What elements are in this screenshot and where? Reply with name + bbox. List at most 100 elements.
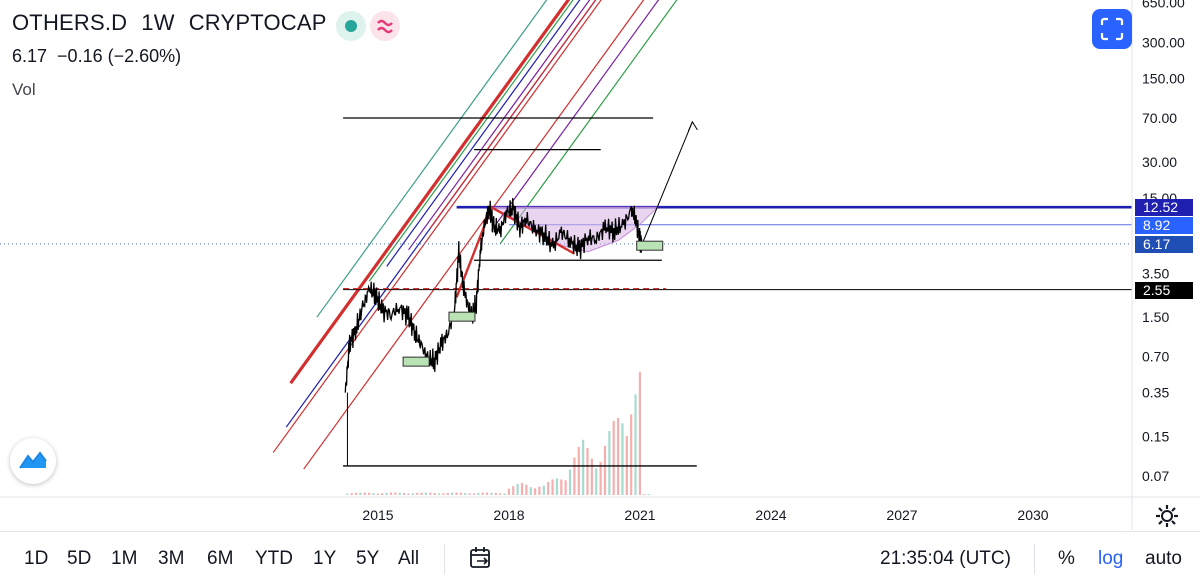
buy-zone-box — [636, 240, 664, 251]
volume-bar — [485, 492, 489, 495]
x-tick-label: 2018 — [493, 507, 524, 523]
price-tag: 6.17 — [1135, 235, 1193, 253]
quote-line: 6.17 −0.16 (−2.60%) — [12, 46, 191, 67]
volume-bar — [555, 478, 559, 495]
x-tick-label: 2030 — [1017, 507, 1048, 523]
volume-bar — [547, 482, 550, 495]
volume-bar — [603, 445, 607, 495]
tradingview-logo-icon — [19, 451, 47, 469]
volume-bar — [582, 439, 585, 495]
last-price: 6.17 — [12, 46, 48, 66]
y-tick-label: 0.15 — [1142, 429, 1169, 445]
volume-bar — [564, 480, 567, 495]
price-tag: 2.55 — [1135, 281, 1193, 299]
buy-zone-box — [448, 311, 476, 322]
range-1d[interactable]: 1D — [24, 548, 49, 569]
volume-bar — [346, 493, 349, 495]
price-series-line — [344, 198, 643, 393]
y-tick-label: 650.00 — [1142, 0, 1185, 11]
projection-arrow — [641, 121, 693, 245]
volume-bar — [647, 494, 650, 495]
auto-toggle[interactable]: auto — [1145, 548, 1182, 569]
volume-bar — [376, 493, 379, 495]
x-tick-label: 2024 — [755, 507, 786, 523]
volume-bar — [398, 492, 401, 495]
volume-bar — [520, 482, 524, 495]
volume-bar — [416, 492, 419, 495]
volume-bar — [499, 493, 502, 495]
volume-bar — [538, 486, 541, 495]
volume-bar — [512, 486, 515, 495]
volume-bar — [630, 414, 633, 495]
market-status-badge[interactable] — [336, 11, 366, 41]
volume-bar — [403, 493, 406, 495]
range-6m[interactable]: 6M — [207, 548, 234, 569]
log-toggle[interactable]: log — [1098, 548, 1124, 569]
plot-area — [0, 0, 1132, 495]
price-tag: 8.92 — [1135, 216, 1193, 234]
clock-readout[interactable]: 21:35:04 (UTC) — [880, 548, 1011, 569]
volume-bar — [372, 493, 375, 495]
bottom-toolbar: 1D 5D 1M 3M 6M YTD 1Y 5Y All 21:35:04 (U… — [0, 531, 1200, 585]
y-tick-label: 0.70 — [1142, 349, 1169, 365]
volume-bar — [638, 371, 641, 495]
toolbar-divider-2 — [1034, 544, 1035, 574]
toolbar-divider — [444, 544, 445, 574]
y-tick-label: 0.35 — [1142, 385, 1169, 401]
volume-bar — [464, 492, 467, 495]
channel-line-teal — [316, 0, 548, 318]
volume-bar — [551, 479, 554, 495]
range-3m[interactable]: 3M — [158, 548, 185, 569]
range-1m[interactable]: 1M — [111, 548, 138, 569]
volume-bar — [363, 492, 366, 495]
y-tick-label: 30.00 — [1142, 154, 1177, 170]
volume-bar — [643, 494, 646, 495]
range-1y[interactable]: 1Y — [313, 548, 337, 569]
volume-bar — [595, 468, 598, 495]
y-tick-label: 1.50 — [1142, 309, 1169, 325]
range-all[interactable]: All — [398, 548, 420, 569]
volume-bar — [542, 485, 545, 495]
channel-line-purple — [408, 0, 591, 251]
fullscreen-icon — [1100, 17, 1124, 41]
volume-bar — [490, 492, 493, 495]
volume-bar — [560, 479, 563, 495]
symbol-title[interactable]: OTHERS.D 1W CRYPTOCAP — [12, 10, 341, 36]
projection-arrowhead — [687, 120, 698, 132]
volume-bar — [621, 423, 624, 495]
green-dot-icon — [345, 20, 357, 32]
volume-bar — [424, 492, 428, 495]
volume-bar — [472, 493, 476, 495]
range-5d[interactable]: 5D — [67, 548, 92, 569]
gear-icon[interactable] — [1154, 503, 1180, 529]
channel-line-green-2 — [499, 0, 678, 244]
volume-bar — [634, 394, 637, 495]
volume-bar — [389, 492, 393, 495]
price-tag: 12.52 — [1135, 199, 1193, 217]
volume-bar — [354, 492, 358, 495]
tradingview-logo[interactable] — [10, 438, 56, 484]
volume-bar — [359, 492, 362, 495]
x-tick-label: 2015 — [362, 507, 393, 523]
volume-bar — [612, 420, 615, 495]
range-5y[interactable]: 5Y — [356, 548, 380, 569]
volume-bar — [420, 492, 423, 495]
volume-bar — [599, 461, 602, 495]
volume-bar — [381, 493, 384, 495]
volume-bar — [573, 457, 576, 495]
compare-badge[interactable] — [370, 11, 400, 41]
volume-bar — [481, 492, 484, 495]
volume-bar — [394, 492, 397, 495]
volume-bar — [350, 493, 353, 495]
fullscreen-button[interactable] — [1092, 9, 1132, 49]
volume-bar — [525, 484, 528, 495]
volume-bar — [433, 492, 436, 495]
percent-toggle[interactable]: % — [1058, 548, 1075, 569]
volume-bar — [429, 492, 432, 495]
channel-line-green — [368, 0, 574, 282]
channel-line-red-upper — [429, 0, 597, 229]
range-ytd[interactable]: YTD — [255, 548, 293, 569]
volume-bar — [407, 493, 410, 495]
calendar-range-icon[interactable] — [468, 545, 494, 571]
